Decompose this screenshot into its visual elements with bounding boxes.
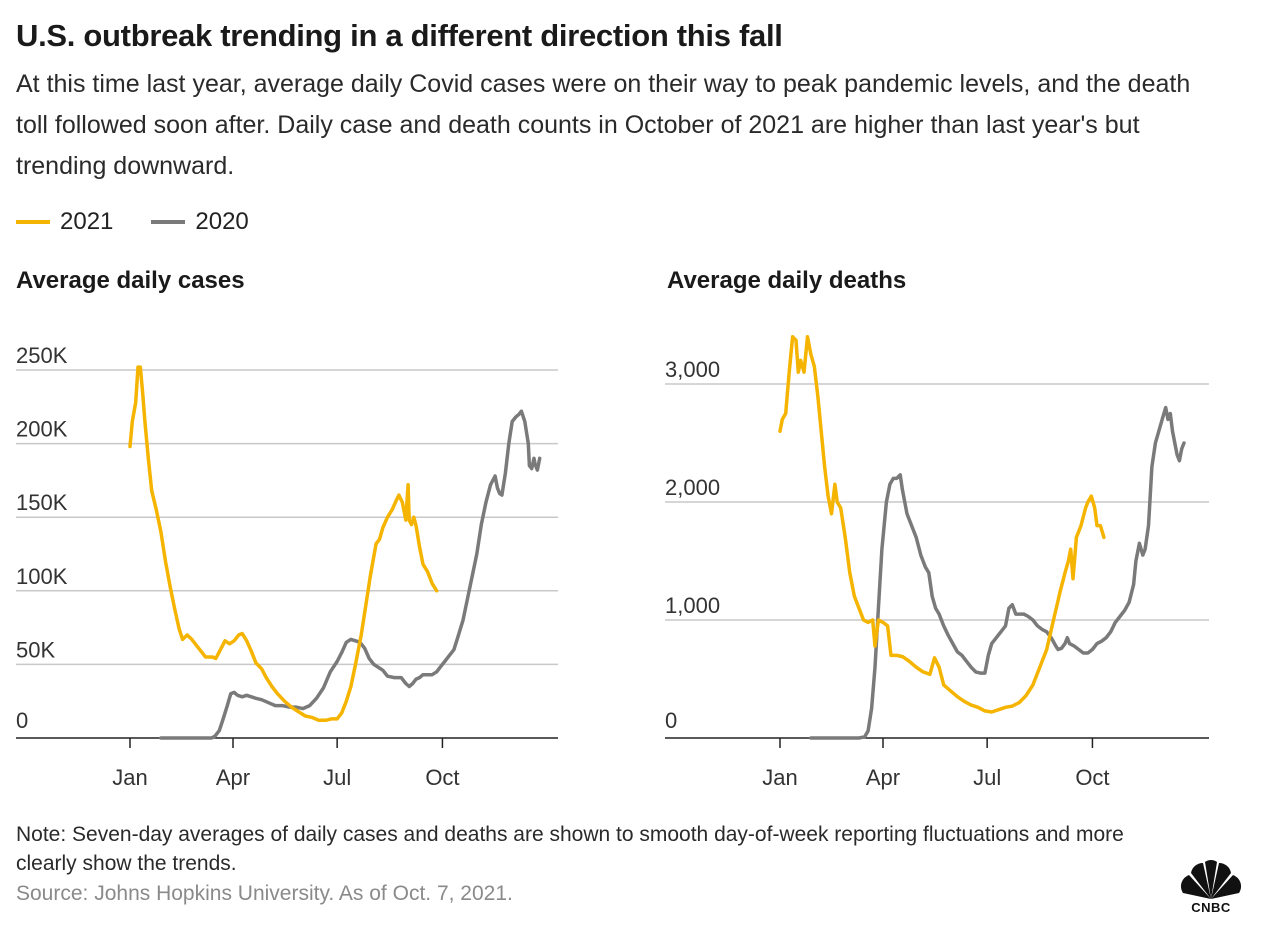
deaths-panel-title: Average daily deaths (667, 267, 907, 294)
chart-title: U.S. outbreak trending in a different di… (16, 18, 783, 53)
cases-x-tick-label: Apr (216, 765, 250, 790)
cases-y-tick-label: 200K (16, 417, 68, 442)
deaths-y-tick-label: 1,000 (665, 593, 720, 618)
cases-x-tick-label: Jul (323, 765, 351, 790)
cases-y-tick-label: 0 (16, 708, 28, 733)
cases-y-tick-label: 50K (16, 637, 55, 662)
legend: 2021 2020 (16, 206, 287, 238)
deaths-y-tick-label: 2,000 (665, 475, 720, 500)
cnbc-peacock-logo (1180, 860, 1242, 899)
cases-x-tick-label: Jan (112, 765, 147, 790)
deaths-series-2020-line (809, 405, 1186, 740)
deaths-x-tick-label: Jul (973, 765, 1001, 790)
deaths-x-tick-label: Jan (762, 765, 797, 790)
deaths-y-tick-label: 3,000 (665, 357, 720, 382)
legend-item-2021: 2021 (16, 208, 113, 236)
legend-label-2020: 2020 (195, 208, 249, 235)
deaths-x-tick-label: Oct (1075, 765, 1109, 790)
legend-item-2020: 2020 (151, 208, 249, 236)
legend-label-2021: 2021 (60, 208, 114, 235)
chart-note: Note: Seven-day averages of daily cases … (16, 823, 1124, 875)
chart-subtitle: At this time last year, average daily Co… (16, 70, 1191, 180)
cases-y-tick-label: 100K (16, 564, 68, 589)
cases-x-tick-label: Oct (425, 765, 459, 790)
deaths-series-2021-line (778, 335, 1106, 714)
cases-y-tick-label: 250K (16, 343, 68, 368)
cnbc-logo-text: CNBC (1191, 900, 1231, 915)
deaths-x-tick-label: Apr (866, 765, 900, 790)
cases-series-2021-line (128, 365, 439, 723)
cases-y-tick-label: 150K (16, 490, 68, 515)
cases-series-2020-line (159, 409, 542, 740)
legend-swatch-2020 (151, 220, 186, 224)
deaths-y-tick-label: 0 (665, 708, 677, 733)
cases-panel-title: Average daily cases (16, 267, 245, 294)
legend-swatch-2021 (16, 220, 50, 224)
chart-source: Source: Johns Hopkins University. As of … (16, 882, 513, 905)
